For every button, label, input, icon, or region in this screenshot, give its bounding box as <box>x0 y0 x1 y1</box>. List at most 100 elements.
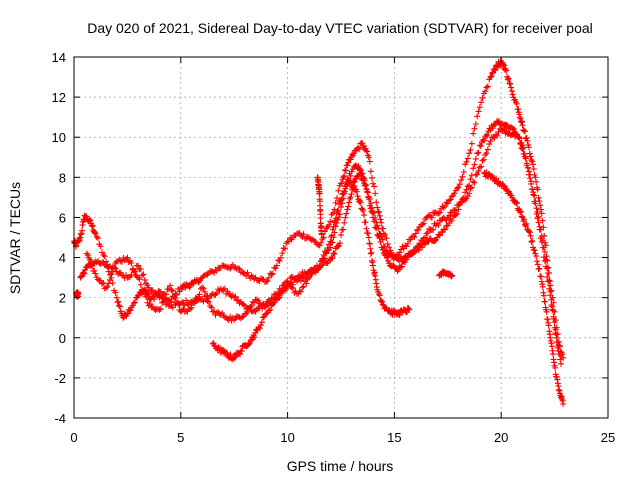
data-point <box>541 248 548 255</box>
data-point <box>525 168 532 175</box>
data-point <box>370 214 377 221</box>
series-track-e <box>481 169 567 407</box>
data-point <box>252 329 259 336</box>
data-point <box>545 322 552 329</box>
data-point <box>112 289 119 296</box>
data-point <box>223 263 230 270</box>
data-point <box>297 277 304 284</box>
data-point <box>345 203 352 210</box>
data-point <box>539 237 546 244</box>
data-point <box>343 210 350 217</box>
data-point <box>287 280 294 287</box>
data-point <box>474 171 481 178</box>
x-tick-label: 0 <box>70 430 77 445</box>
data-point <box>305 234 312 241</box>
data-point <box>251 334 258 341</box>
data-point <box>533 205 540 212</box>
data-point <box>312 267 319 274</box>
data-point <box>456 181 463 188</box>
data-point <box>117 269 124 276</box>
chart-title: Day 020 of 2021, Sidereal Day-to-day VTE… <box>87 20 593 36</box>
data-point <box>370 180 377 187</box>
data-point <box>435 210 442 217</box>
data-point <box>467 176 474 183</box>
data-point <box>448 193 455 200</box>
data-point <box>478 163 485 170</box>
data-point <box>525 228 532 235</box>
data-point <box>376 212 383 219</box>
data-point <box>444 200 451 207</box>
data-point <box>342 167 349 174</box>
data-point <box>384 240 391 247</box>
data-point <box>297 288 304 295</box>
data-point <box>168 286 175 293</box>
data-point <box>220 262 227 269</box>
data-point <box>517 209 524 216</box>
data-point <box>435 231 442 238</box>
data-point <box>483 150 490 157</box>
data-point <box>454 185 461 192</box>
data-point <box>107 271 114 278</box>
x-tick-label: 5 <box>177 430 184 445</box>
data-point <box>365 234 372 241</box>
data-point <box>143 293 150 300</box>
data-point <box>462 189 469 196</box>
data-point <box>540 244 547 251</box>
data-point <box>303 280 310 287</box>
data-point <box>323 249 330 256</box>
data-point <box>366 158 373 165</box>
data-point <box>329 255 336 262</box>
y-tick-label: -2 <box>54 371 66 386</box>
data-point <box>169 287 176 294</box>
data-point <box>533 178 540 185</box>
data-point <box>487 74 494 81</box>
data-point <box>424 239 431 246</box>
data-point <box>204 298 211 305</box>
data-point <box>541 258 548 265</box>
data-point <box>483 133 490 140</box>
data-point <box>468 184 475 191</box>
data-point <box>232 293 239 300</box>
y-tick-label: 0 <box>59 331 66 346</box>
data-point <box>468 140 475 147</box>
data-point <box>544 265 551 272</box>
data-point <box>335 207 342 214</box>
data-point <box>531 247 538 254</box>
data-point <box>527 175 534 182</box>
data-point <box>159 299 166 306</box>
data-point <box>533 258 540 265</box>
data-point <box>529 158 536 165</box>
data-point <box>514 131 521 138</box>
plot-frame <box>73 56 609 419</box>
data-point <box>470 130 477 137</box>
data-point <box>272 265 279 272</box>
data-point <box>476 142 483 149</box>
data-point <box>464 155 471 162</box>
data-point <box>448 217 455 224</box>
data-point <box>376 292 383 299</box>
data-point <box>549 294 556 301</box>
data-point <box>449 272 456 279</box>
data-point <box>100 251 107 258</box>
data-point <box>517 208 524 215</box>
data-point <box>88 258 95 265</box>
data-point <box>526 150 533 157</box>
data-point <box>196 291 203 298</box>
data-point <box>341 172 348 179</box>
y-tick-label: 14 <box>52 50 66 65</box>
data-point <box>330 223 337 230</box>
data-point <box>167 282 174 289</box>
x-tick-label: 25 <box>601 430 615 445</box>
data-point <box>534 208 541 215</box>
data-point <box>116 302 123 309</box>
data-point <box>332 199 339 206</box>
data-point <box>398 263 405 270</box>
data-point <box>454 210 461 217</box>
data-point <box>412 230 419 237</box>
data-point <box>95 235 102 242</box>
data-point <box>548 287 555 294</box>
data-point <box>213 309 220 316</box>
data-point <box>363 186 370 193</box>
data-point <box>366 202 373 209</box>
data-point <box>546 277 553 284</box>
